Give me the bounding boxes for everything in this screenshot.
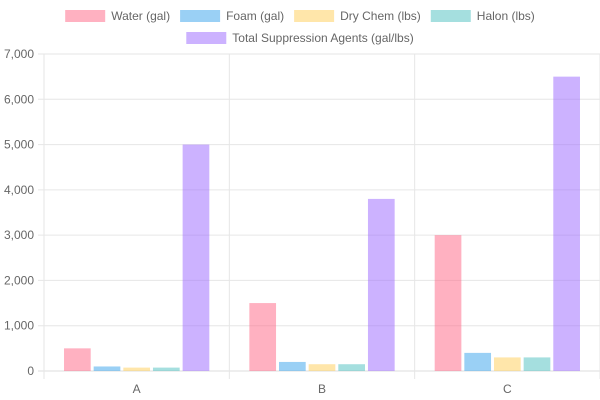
bar — [123, 367, 151, 371]
legend-label: Water (gal) — [111, 9, 170, 23]
legend-label: Halon (lbs) — [477, 9, 535, 23]
legend-swatch — [186, 32, 227, 44]
x-tick-label: A — [133, 382, 141, 396]
bar — [152, 367, 180, 371]
bar — [464, 352, 492, 371]
bar — [553, 76, 580, 372]
y-tick-label: 5,000 — [4, 138, 34, 152]
legend-label: Total Suppression Agents (gal/lbs) — [232, 31, 413, 45]
x-tick-label: B — [318, 382, 326, 396]
bar — [367, 198, 395, 371]
bar — [279, 361, 306, 371]
y-tick-label: 2,000 — [4, 273, 34, 287]
legend-label: Foam (gal) — [226, 9, 284, 23]
bars — [64, 76, 580, 372]
y-tick-label: 7,000 — [4, 47, 34, 61]
bar — [523, 357, 551, 371]
legend-swatch — [294, 10, 335, 22]
y-tick-label: 4,000 — [4, 183, 34, 197]
y-axis: 0 1,000 2,000 3,000 4,000 5,000 6,000 7,000 — [4, 47, 34, 378]
legend-swatch — [430, 10, 471, 22]
bar — [64, 348, 91, 371]
bar — [308, 364, 336, 371]
x-axis: A B C — [133, 382, 512, 396]
legend-swatch — [65, 10, 106, 22]
bar — [93, 366, 121, 371]
y-tick-label: 1,000 — [4, 319, 34, 333]
bar — [493, 357, 521, 371]
bar — [338, 364, 365, 371]
x-tick-label: C — [503, 382, 512, 396]
legend-swatch — [180, 10, 221, 22]
y-tick-label: 0 — [27, 364, 34, 378]
bar — [182, 144, 210, 371]
bar — [434, 235, 462, 371]
legend-label: Dry Chem (lbs) — [340, 9, 421, 23]
bar — [249, 303, 277, 371]
legend: Water (gal) Foam (gal) Dry Chem (lbs) Halon… — [65, 9, 535, 45]
grid — [38, 53, 600, 379]
y-tick-label: 3,000 — [4, 228, 34, 242]
y-tick-label: 6,000 — [4, 92, 34, 106]
